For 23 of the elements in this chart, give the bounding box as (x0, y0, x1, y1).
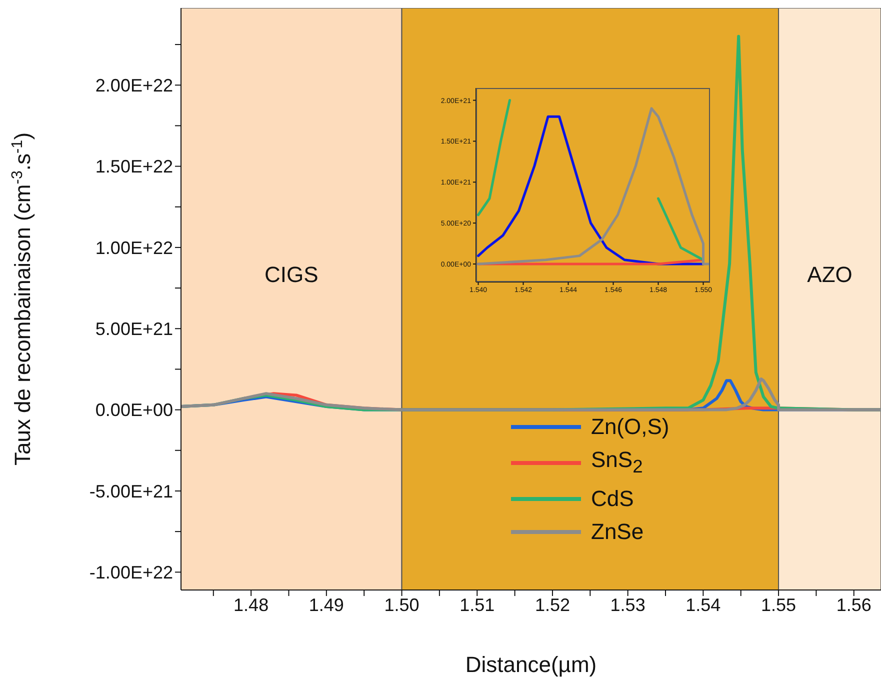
band-label: AZO (807, 262, 852, 287)
band-label: CIGS (264, 262, 318, 287)
legend-label: CdS (591, 485, 634, 514)
y-tick-label: 0.00E+00 (95, 400, 173, 420)
x-tick-label: 1.53 (610, 594, 646, 615)
legend-label: Zn(O,S) (591, 413, 670, 441)
x-tick-label: 1.48 (234, 594, 269, 615)
x-tick-label: 1.55 (761, 594, 796, 615)
legend-label: SnS$_{2}$ (591, 446, 643, 478)
x-tick-label: 1.50 (384, 594, 420, 615)
x-tick-label: 1.56 (836, 594, 872, 615)
y-tick-label: 1.00E+22 (95, 238, 173, 258)
x-axis-title: Distance(µm) (465, 652, 597, 677)
x-tick-label: 1.54 (686, 594, 721, 615)
x-tick-label: 1.52 (534, 594, 570, 615)
y-tick-label: 2.00E+22 (95, 76, 173, 96)
legend-label: ZnSe (591, 518, 644, 546)
y-tick-label: 1.50E+22 (95, 156, 173, 177)
x-tick-label: 1.51 (460, 594, 495, 615)
y-tick-label: -5.00E+21 (89, 481, 173, 502)
y-tick-label: 5.00E+21 (95, 319, 173, 340)
x-tick-label: 1.49 (308, 594, 344, 615)
y-tick-label: -1.00E+22 (89, 562, 173, 583)
